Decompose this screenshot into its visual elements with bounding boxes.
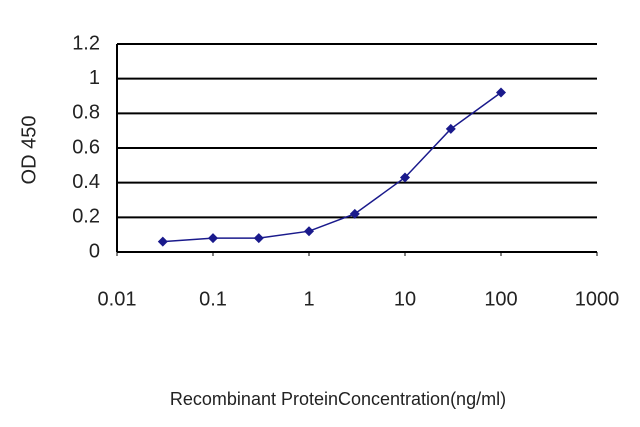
y-tick-label: 1.2 [72, 32, 100, 54]
data-point [400, 172, 410, 183]
y-axis-label: OD 450 [18, 116, 40, 185]
data-point [304, 226, 314, 237]
data-point [253, 233, 264, 244]
y-tick-label: 1 [89, 67, 100, 89]
data-line [162, 91, 502, 243]
x-tick-label: 100 [484, 288, 517, 310]
data-point [349, 208, 360, 219]
x-tick-label: 0.01 [98, 288, 137, 310]
y-tick-label: 0.6 [72, 136, 100, 158]
x-axis-label: Recombinant ProteinConcentration(ng/ml) [170, 389, 506, 409]
x-tick-label: 1000 [575, 288, 620, 310]
data-point [157, 236, 168, 247]
data-point [496, 87, 506, 98]
y-tick-label: 0.8 [72, 102, 100, 124]
y-tick-label: 0 [89, 240, 100, 262]
x-tick-label: 1 [303, 288, 314, 310]
y-tick-label: 0.4 [72, 171, 100, 193]
x-tick-label: 10 [394, 288, 416, 310]
y-tick-label: 0.2 [72, 206, 100, 228]
x-tick-label: 0.1 [199, 288, 227, 310]
data-point [445, 123, 456, 134]
data-point [208, 233, 218, 244]
